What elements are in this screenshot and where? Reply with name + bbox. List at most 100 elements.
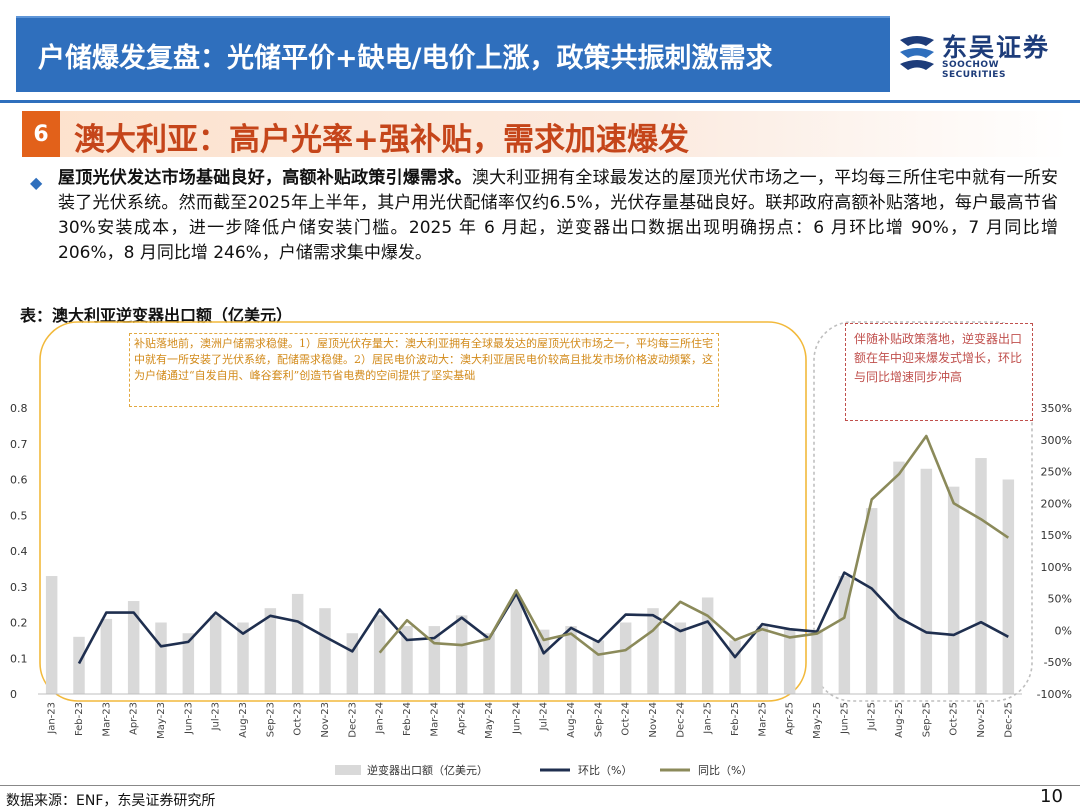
bar-Apr-25 [783,629,796,694]
brand-logo: 东吴证券 SOOCHOW SECURITIES [896,24,1066,84]
annotation-post-subsidy: 伴随补贴政策落地，逆变器出口额在年中迎来爆发式增长，环比与同比增速同步冲高 [845,323,1033,421]
x-tick-label: Jan-25 [703,702,714,735]
data-source: 数据来源：ENF，东吴证券研究所 [6,793,216,809]
y-right-tick: 350% [1041,402,1072,415]
section-heading: 6 澳大利亚：高户光率+强补贴，需求加速爆发 [22,111,1068,158]
page-number: 10 [1040,786,1063,807]
x-tick-label: Dec-25 [1003,702,1014,738]
y-right-tick: -100% [1037,688,1072,701]
x-tick-label: Aug-25 [894,702,905,738]
bar-Aug-23 [237,622,249,694]
x-tick-label: Mar-24 [429,702,440,737]
y-left-tick: 0.8 [10,402,28,415]
bar-Dec-23 [346,633,359,694]
x-tick-label: Jul-23 [211,702,222,731]
header-banner: 户储爆发复盘：光储平价+缺电/电价上涨，政策共振刺激需求 [16,16,890,92]
x-tick-label: Nov-25 [976,702,987,738]
x-tick-label: Sep-23 [265,702,276,737]
y-right-tick: 200% [1041,497,1072,510]
x-tick-label: Apr-23 [129,702,140,735]
x-tick-label: May-23 [156,702,167,739]
y-right-tick: 100% [1041,561,1072,574]
bar-Nov-24 [647,608,659,694]
x-tick-label: Apr-24 [457,702,468,735]
body-text: 澳大利亚拥有全球最发达的屋顶光伏市场之一，平均每三所住宅中就有一所安装了光伏系统… [58,168,1059,263]
x-tick-label: Aug-23 [238,702,249,738]
x-tick-label: Feb-23 [74,702,85,736]
bar-Oct-24 [619,622,632,694]
x-tick-label: Sep-25 [921,702,932,737]
x-tick-label: Sep-24 [593,702,604,737]
pre-subsidy-highlight [39,321,807,702]
bar-Jul-25 [865,508,878,694]
bar-Aug-24 [565,626,577,694]
y-left-tick: 0 [10,688,17,701]
bar-Feb-23 [73,636,85,694]
y-right-tick: 0% [1055,624,1072,637]
x-tick-label: Jun-24 [511,702,522,735]
bar-Feb-24 [401,626,413,694]
bar-Dec-25 [1002,479,1015,694]
bar-Sep-25 [920,468,933,694]
y-left-tick: 0.1 [10,652,28,665]
x-tick-label: Feb-25 [730,702,741,736]
footer-divider [0,785,1080,786]
figure-title: 表：澳大利亚逆变器出口额（亿美元） [20,306,293,325]
bar-Aug-25 [893,461,905,694]
y-left-tick: 0.2 [10,617,28,630]
x-tick-label: Jan-23 [47,702,58,735]
bar-May-25 [811,629,823,694]
x-tick-label: Oct-23 [293,702,304,736]
bar-Mar-24 [428,626,441,694]
x-tick-label: Feb-24 [402,702,413,736]
bar-Jun-23 [182,633,195,694]
y-left-tick: 0.6 [10,474,28,487]
x-tick-label: Aug-24 [566,702,577,738]
y-right-tick: 50% [1048,593,1072,606]
x-tick-label: May-25 [812,702,823,739]
x-tick-label: Jul-25 [867,702,878,731]
x-tick-label: May-24 [484,702,495,739]
y-left-tick: 0.7 [10,438,28,451]
bar-Mar-23 [100,618,113,694]
x-tick-label: Jun-25 [839,702,850,735]
x-tick-label: Dec-23 [347,702,358,738]
bar-Jun-25 [838,576,851,694]
logo-text-en: SOOCHOW SECURITIES [942,60,1006,80]
legend-swatch-bar [335,765,361,775]
bar-Jan-24 [373,615,386,694]
bar-Oct-25 [947,486,960,694]
diamond-bullet-icon: ◆ [30,173,43,192]
bar-May-24 [483,633,495,694]
logo-text-cn: 东吴证券 [942,33,1051,62]
logo-mark-icon [900,36,934,70]
bar-Sep-24 [592,640,605,694]
y-left-tick: 0.4 [10,545,28,558]
x-tick-label: Mar-23 [101,702,112,737]
x-tick-label: Oct-24 [621,702,632,736]
y-right-tick: 250% [1041,466,1072,479]
annotation-pre-subsidy: 补贴落地前，澳洲户储需求稳健。1）屋顶光伏存量大：澳大利亚拥有全球最发达的屋顶光… [129,333,719,407]
bar-Jan-25 [701,597,714,694]
x-tick-label: Nov-23 [320,702,331,738]
bar-Mar-25 [756,626,769,694]
header-divider [0,100,1080,103]
bar-Jun-24 [510,597,523,694]
x-tick-label: Jun-23 [183,702,194,735]
section-number: 6 [22,111,60,157]
bar-Jul-23 [209,615,222,694]
bar-Dec-24 [674,622,687,694]
legend-label: 同比（%） [698,764,752,777]
y-right-tick: 300% [1041,434,1072,447]
x-tick-label: Oct-25 [949,702,960,736]
section-title: 澳大利亚：高户光率+强补贴，需求加速爆发 [74,122,689,158]
bar-Sep-23 [264,608,277,694]
x-tick-label: Mar-25 [757,702,768,737]
bar-Apr-24 [455,615,468,694]
bar-May-23 [155,622,167,694]
x-tick-label: Nov-24 [648,702,659,738]
body-paragraph: 屋顶光伏发达市场基础良好，高额补贴政策引爆需求。澳大利亚拥有全球最发达的屋顶光伏… [58,166,1058,266]
page-title: 户储爆发复盘：光储平价+缺电/电价上涨，政策共振刺激需求 [38,42,773,74]
x-tick-label: Jul-24 [539,702,550,731]
bar-Jan-23 [45,576,58,694]
